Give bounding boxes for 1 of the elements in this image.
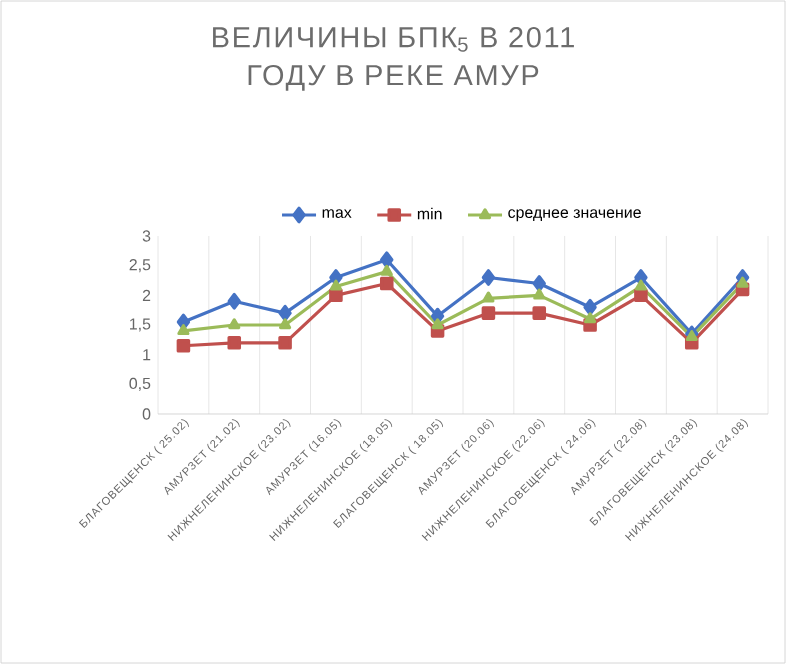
chart-title: ВЕЛИЧИНЫ БПК$_{5}$ В 2011 ГОДУ В РЕКЕ АМУР bbox=[213, 27, 574, 91]
